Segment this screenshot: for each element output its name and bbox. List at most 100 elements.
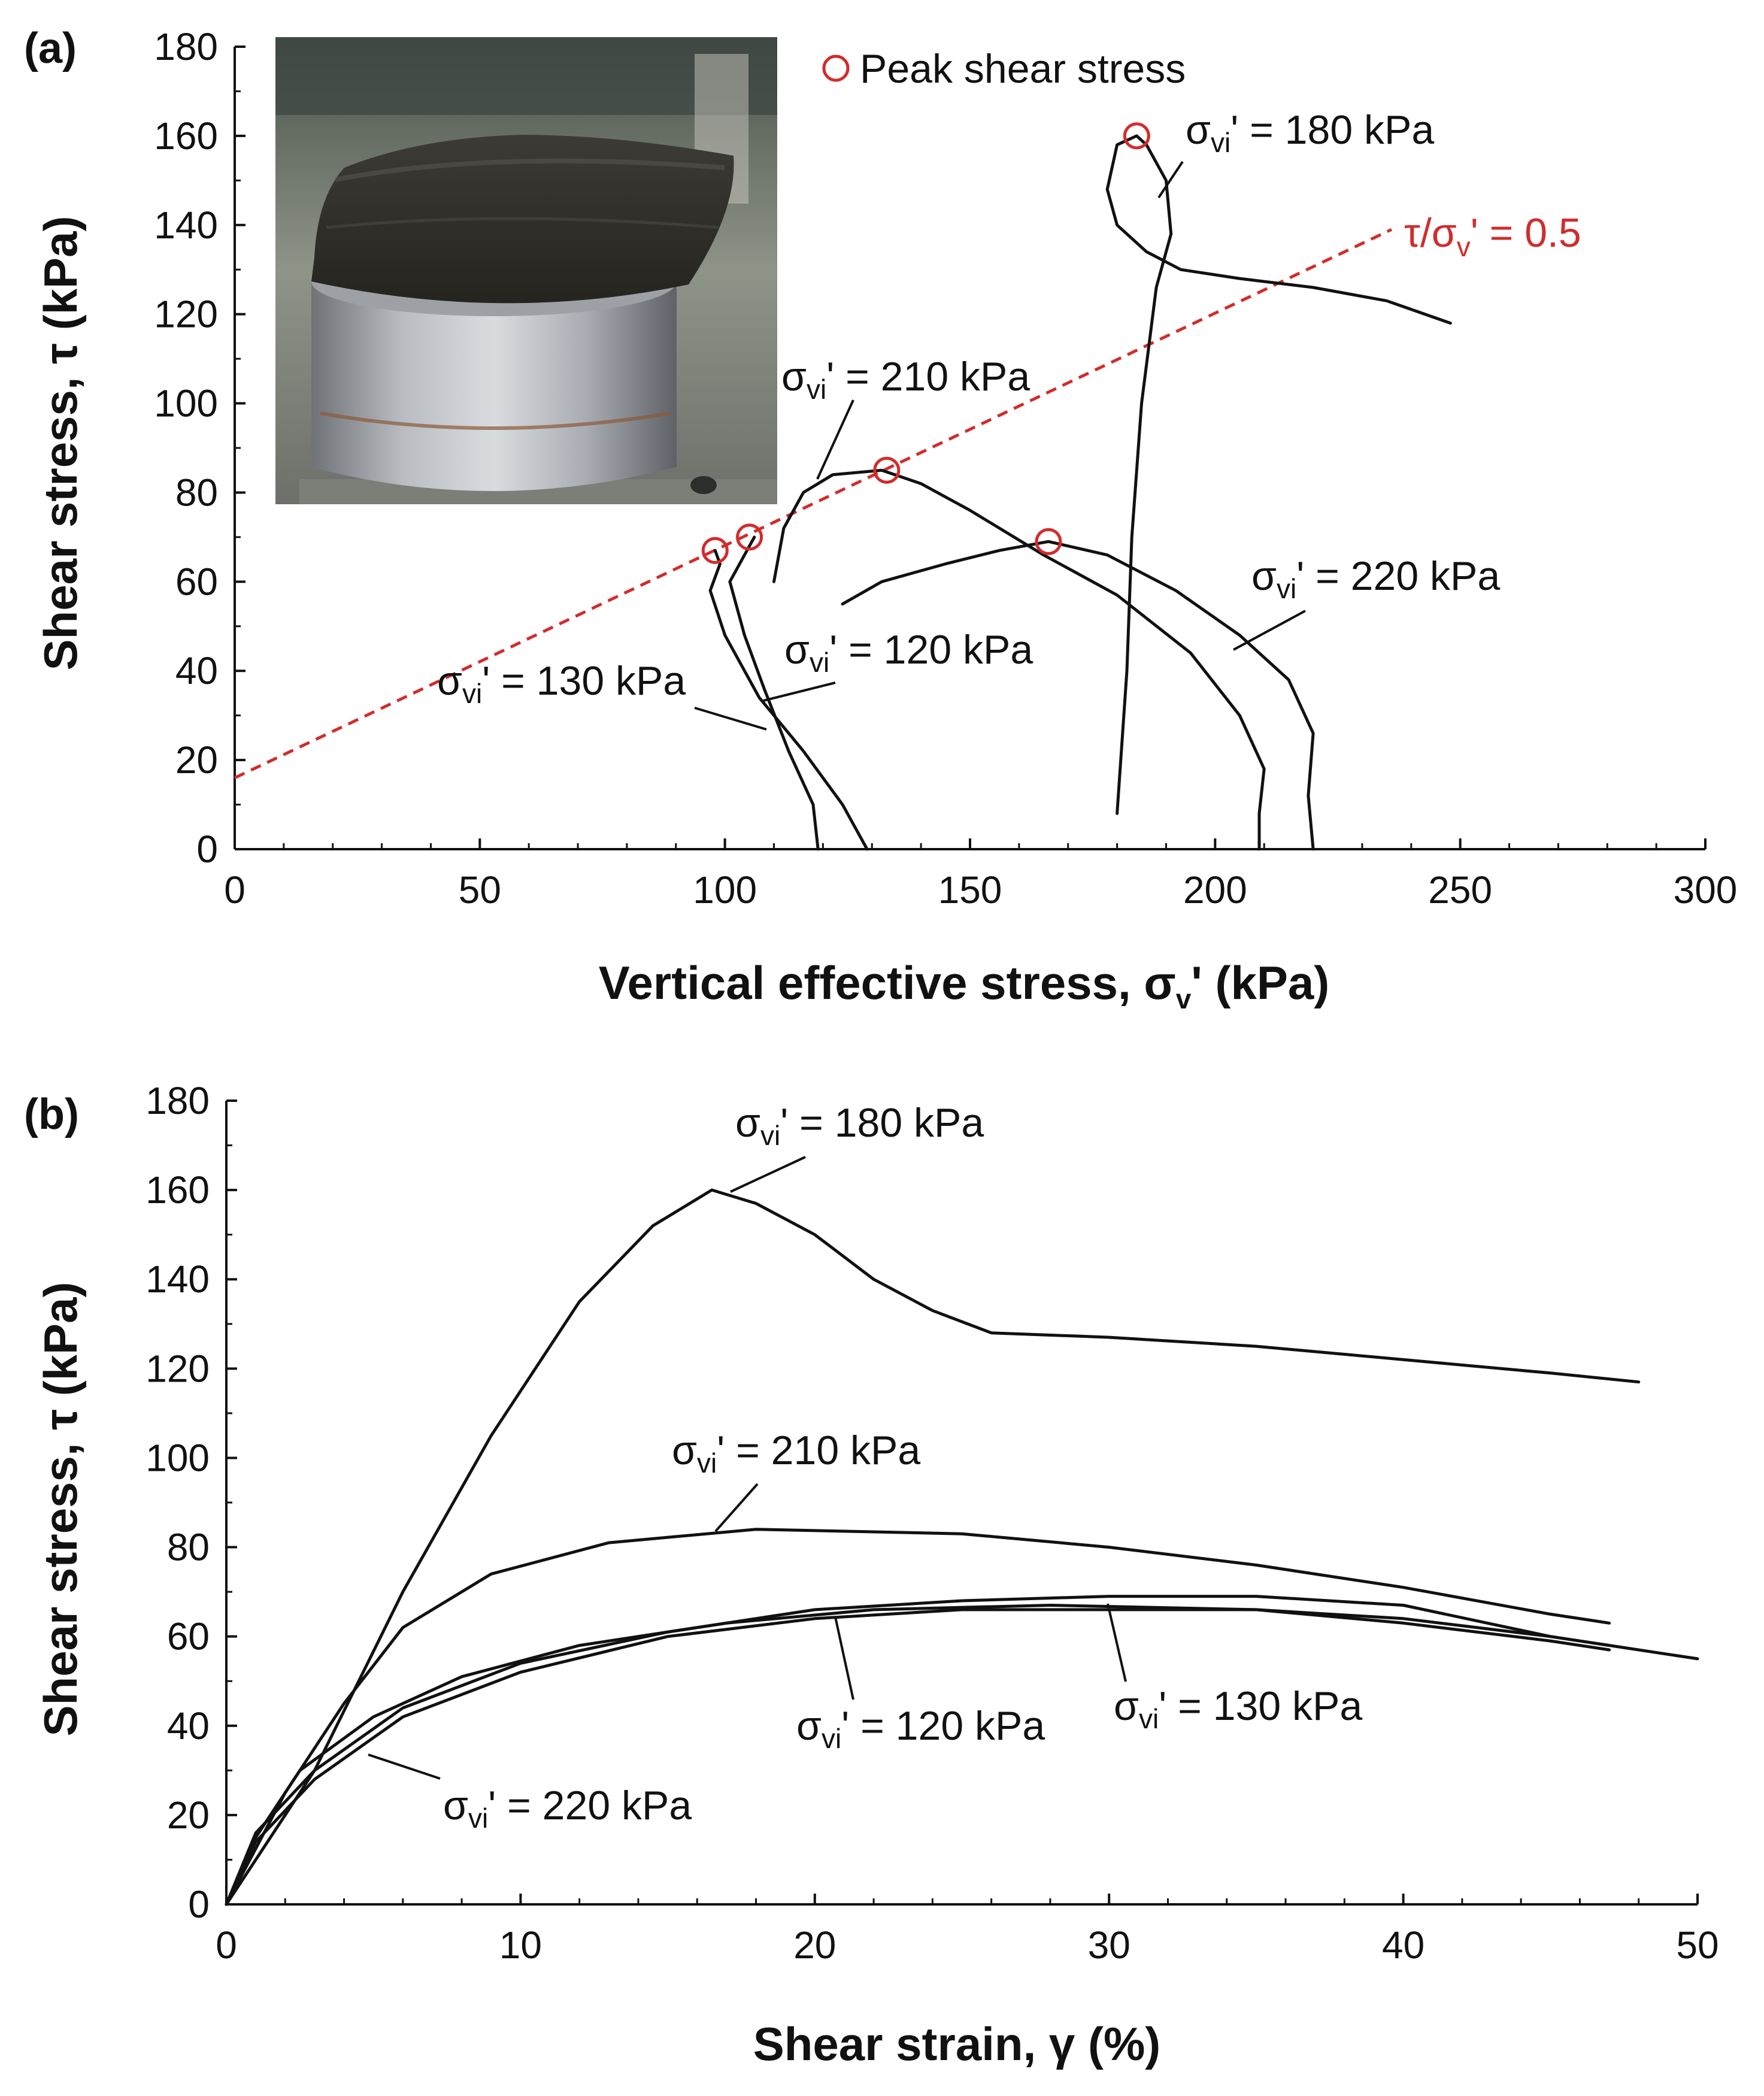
peak-marker-0	[701, 537, 729, 564]
anno-b-130-sub: vi	[1139, 1703, 1159, 1734]
y-tick-label: 140	[146, 1258, 210, 1301]
x-tick-label: 250	[1428, 868, 1492, 911]
x-tick-label: 10	[499, 1924, 542, 1967]
anno-a-220: σvi' = 220 kPa	[1251, 553, 1500, 604]
series-line-4	[708, 549, 869, 851]
y-tick-label: 60	[167, 1615, 210, 1658]
x-axis-title-a-main: Vertical effective stress, σ	[599, 956, 1176, 1009]
anno-b-220: σvi' = 220 kPa	[443, 1783, 692, 1834]
y-tick-label: 80	[167, 1526, 210, 1569]
x-tick-label: 300	[1674, 868, 1738, 911]
x-tick-label: 200	[1183, 868, 1247, 911]
reference-line	[234, 228, 1393, 780]
leader-b-180	[730, 1156, 806, 1193]
series-line-2	[225, 1604, 1611, 1906]
x-tick-label: 50	[459, 868, 501, 911]
anno-b-180: σvi' = 180 kPa	[735, 1100, 984, 1151]
x-tick-label: 100	[693, 868, 757, 911]
series-line-1	[772, 468, 1266, 851]
legend-marker-peak	[822, 54, 850, 82]
leader-a-220	[1233, 610, 1306, 651]
legend-a: Peak shear stress	[822, 46, 1186, 92]
anno-b-130-main: σ	[1114, 1683, 1139, 1729]
peak-marker-1	[736, 523, 763, 551]
anno-b-220-main: σ	[443, 1783, 468, 1828]
y-tick-label: 20	[175, 738, 218, 782]
y-tick-label: 40	[167, 1704, 210, 1747]
y-tick-label: 100	[154, 382, 218, 425]
anno-b-180-sub: vi	[760, 1120, 780, 1151]
series-line-2	[841, 540, 1315, 851]
anno-a-130-tail: ' = 130 kPa	[482, 658, 686, 704]
anno-a-130: σvi' = 130 kPa	[437, 658, 686, 709]
anno-b-220-tail: ' = 220 kPa	[488, 1783, 692, 1828]
reference-line-label-tail: ' = 0.5	[1471, 210, 1581, 256]
anno-b-120-main: σ	[796, 1703, 822, 1749]
leader-a-210	[816, 399, 854, 480]
x-tick-label: 0	[216, 1924, 237, 1967]
axes-a: 0 20 40 60 80 100 120 140 160 180 0 50 100 150 200 250 3…	[154, 25, 1737, 911]
series-line-4	[225, 1595, 1699, 1906]
x-tick-label: 0	[224, 868, 245, 911]
marks-b	[225, 1188, 1699, 1906]
anno-a-220-main: σ	[1251, 553, 1277, 599]
y-tick-label: 100	[146, 1436, 210, 1479]
anno-b-210-sub: vi	[697, 1447, 717, 1479]
y-tick-label: 0	[196, 828, 218, 871]
y-tick-label: 140	[154, 204, 218, 247]
series-line-0	[1105, 134, 1452, 815]
y-tick-label: 160	[154, 114, 218, 157]
marks-a	[234, 122, 1452, 851]
leader-b-220	[368, 1753, 441, 1780]
peak-marker-3	[1035, 528, 1062, 555]
legend-label-peak: Peak shear stress	[860, 46, 1186, 92]
y-tick-label: 20	[167, 1794, 210, 1837]
anno-b-210-tail: ' = 210 kPa	[717, 1428, 920, 1473]
anno-a-210-main: σ	[781, 354, 807, 399]
reference-line-label: τ/σv' = 0.5	[1404, 210, 1581, 262]
anno-a-210-tail: ' = 210 kPa	[826, 354, 1030, 399]
anno-b-130-tail: ' = 130 kPa	[1159, 1683, 1362, 1729]
y-tick-label: 60	[175, 560, 218, 603]
anno-a-220-sub: vi	[1277, 573, 1296, 604]
series-line-3	[225, 1608, 1611, 1906]
peak-marker-4	[1123, 122, 1150, 150]
series-line-3	[728, 535, 820, 851]
x-axis-title-a: Vertical effective stress, σv' (kPa)	[599, 956, 1329, 1014]
anno-b-220-sub: vi	[468, 1803, 488, 1834]
anno-a-120-main: σ	[784, 627, 810, 673]
x-axis-title-b: Shear strain, γ (%)	[753, 2018, 1161, 2070]
anno-a-220-tail: ' = 220 kPa	[1296, 553, 1500, 599]
leader-a-120	[763, 681, 836, 702]
y-tick-label: 120	[154, 293, 218, 336]
leader-b-210	[714, 1483, 759, 1532]
y-tick-label: 180	[154, 25, 218, 68]
x-tick-label: 20	[793, 1924, 836, 1967]
series-line-0	[225, 1188, 1641, 1906]
anno-a-180-tail: ' = 180 kPa	[1230, 107, 1434, 153]
axes-b: 0 20 40 60 80 100 120 140 160 180 0 10 20 30 40 50	[146, 1079, 1718, 1967]
y-tick-label: 40	[175, 649, 218, 692]
specimen-photo	[275, 37, 777, 504]
annotations-b: σvi' = 180 kPa σvi' = 210 kPa σvi' = 120…	[368, 1100, 1362, 1834]
x-axis-title-a-tail: ' (kPa)	[1191, 956, 1329, 1009]
x-tick-label: 40	[1382, 1924, 1424, 1967]
x-tick-label: 150	[938, 868, 1002, 911]
leader-a-180	[1157, 160, 1184, 199]
leader-a-130	[694, 707, 767, 731]
anno-a-180-sub: vi	[1211, 127, 1230, 158]
y-tick-label: 0	[188, 1883, 210, 1926]
anno-a-120-tail: ' = 120 kPa	[829, 627, 1033, 673]
y-axis-title-a: Shear stress, τ (kPa)	[34, 216, 87, 671]
anno-a-180: σvi' = 180 kPa	[1186, 107, 1434, 158]
anno-a-120-sub: vi	[810, 647, 829, 678]
anno-b-180-main: σ	[735, 1100, 760, 1146]
anno-b-130: σvi' = 130 kPa	[1114, 1683, 1362, 1734]
y-axis-title-b: Shear stress, τ (kPa)	[34, 1282, 87, 1737]
x-tick-label: 30	[1088, 1924, 1130, 1967]
anno-a-130-sub: vi	[462, 678, 482, 709]
series-line-1	[225, 1528, 1611, 1906]
anno-b-120-tail: ' = 120 kPa	[841, 1703, 1045, 1749]
anno-a-130-main: σ	[437, 658, 462, 704]
anno-b-120: σvi' = 120 kPa	[796, 1703, 1045, 1754]
